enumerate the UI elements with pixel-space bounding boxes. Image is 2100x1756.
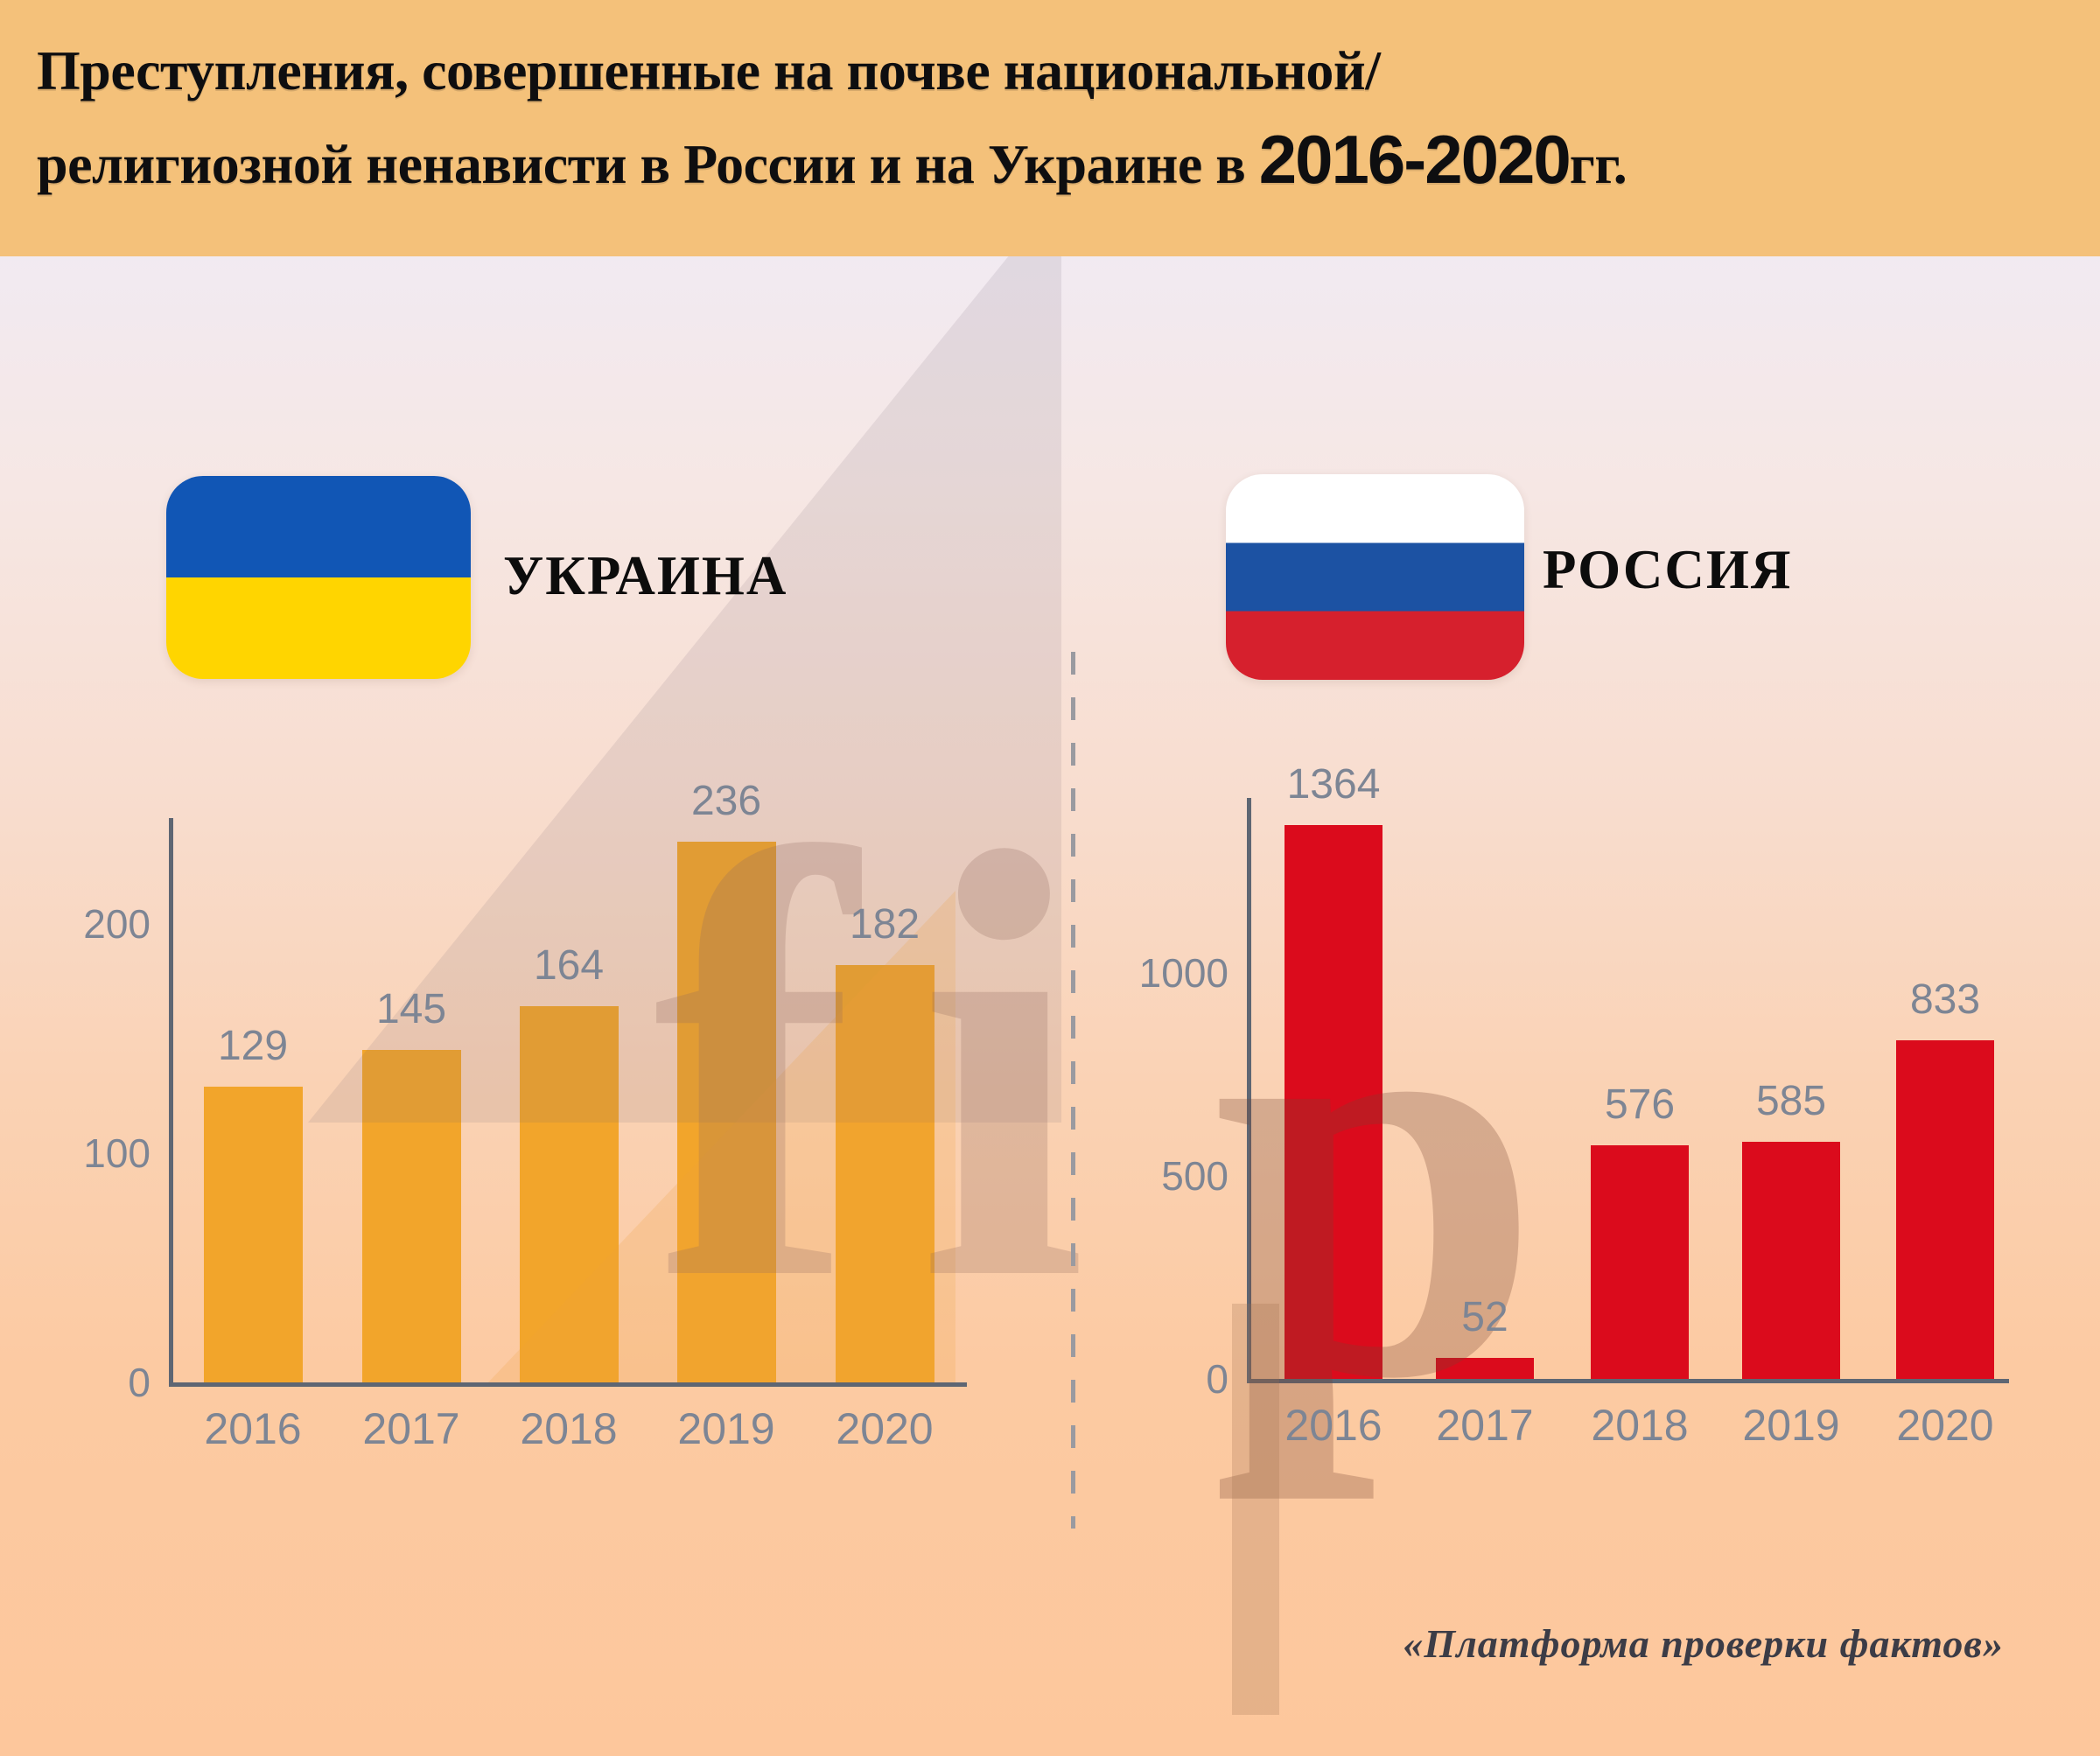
bar-2019: [1742, 1142, 1840, 1379]
y-tick-label: 1000: [1138, 950, 1228, 996]
bar-value-label: 52: [1461, 1294, 1508, 1340]
x-category-label: 2019: [677, 1404, 775, 1453]
y-tick-label: 0: [128, 1360, 150, 1405]
x-category-label: 2017: [362, 1404, 460, 1453]
bar-2019: [676, 842, 776, 1382]
bar-value-label: 236: [690, 778, 762, 824]
ukraine-flag-icon: [166, 476, 471, 679]
y-axis-line: [1247, 798, 1251, 1379]
x-category-label: 2016: [1284, 1401, 1382, 1450]
watermark-stem-icon: [1232, 1304, 1279, 1715]
ukraine-label: УКРАИНА: [503, 545, 788, 606]
bar-value-label: 1364: [1286, 761, 1381, 808]
y-tick-label: 100: [83, 1130, 150, 1176]
x-category-label: 2018: [1591, 1401, 1689, 1450]
bar-2020: [835, 965, 934, 1382]
bar-2018: [1591, 1145, 1689, 1379]
x-category-label: 2016: [204, 1404, 302, 1453]
page-title: Преступления, совершенные на почве нацио…: [37, 31, 2067, 208]
russia-label: РОССИЯ: [1543, 539, 1793, 600]
x-category-label: 2017: [1436, 1401, 1534, 1450]
bar-value-label: 576: [1604, 1081, 1676, 1128]
title-suffix: гг.: [1569, 132, 1628, 195]
russia-flag-icon: [1226, 474, 1524, 680]
y-axis-line: [169, 818, 173, 1382]
x-category-label: 2019: [1742, 1401, 1840, 1450]
bar-2017: [361, 1050, 461, 1382]
bar-2020: [1896, 1040, 1994, 1379]
title-line2: религиозной ненависти в России и на Укра…: [37, 132, 1259, 195]
bar-value-label: 182: [849, 901, 920, 948]
x-category-label: 2020: [836, 1404, 934, 1453]
header-banner: Преступления, совершенные на почве нацио…: [0, 0, 2100, 256]
x-axis-line: [169, 1382, 967, 1387]
x-axis-line: [1247, 1379, 2009, 1383]
bar-value-label: 833: [1909, 976, 1981, 1023]
chart-divider-dashed-line: [1071, 652, 1075, 1529]
bar-2016: [1284, 825, 1382, 1379]
x-category-label: 2020: [1896, 1401, 1994, 1450]
bar-value-label: 129: [217, 1023, 289, 1069]
source-credit: «Платформа проверки фактов»: [1403, 1621, 2004, 1666]
y-tick-label: 200: [83, 901, 150, 947]
y-tick-label: 0: [1206, 1356, 1228, 1402]
title-years: 2016-2020: [1258, 120, 1572, 198]
bar-value-label: 585: [1755, 1078, 1827, 1124]
bar-value-label: 164: [533, 942, 605, 989]
bar-2016: [203, 1087, 303, 1382]
bar-2017: [1436, 1358, 1534, 1379]
x-category-label: 2018: [520, 1404, 618, 1453]
bar-2018: [519, 1006, 619, 1382]
bar-value-label: 145: [375, 986, 447, 1032]
title-line1: Преступления, совершенные на почве нацио…: [37, 39, 1381, 101]
y-tick-label: 500: [1161, 1153, 1228, 1199]
